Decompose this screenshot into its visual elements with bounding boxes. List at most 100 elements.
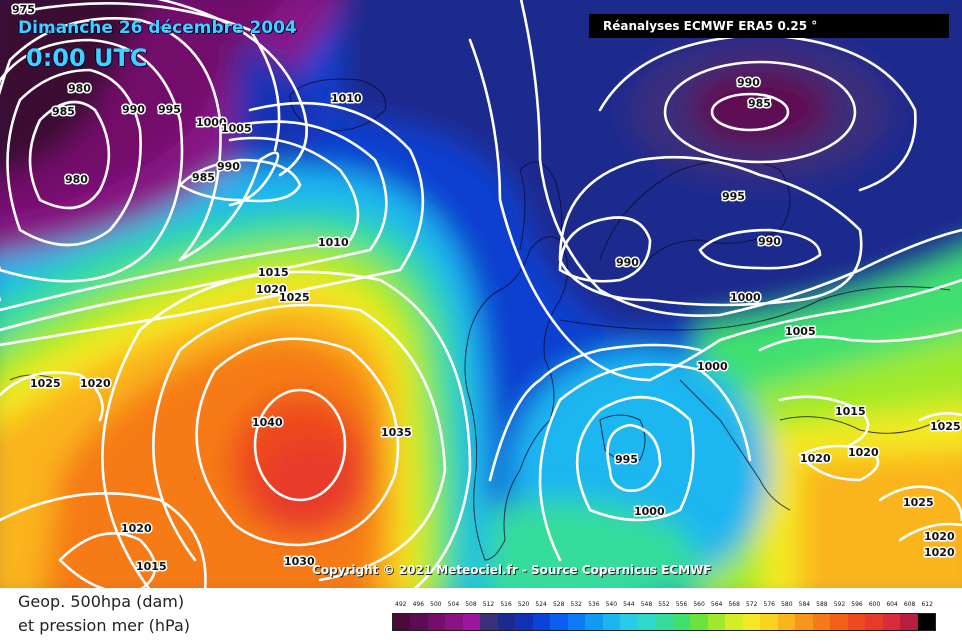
isobar-labels: 975 980 985 990 995 1000 1005 990 985 98… [11,2,962,575]
scale-tick-label: 596 [851,601,863,608]
isobar-label: 1010 [331,92,362,105]
isobar-label: 1015 [835,405,866,418]
scale-swatch [410,614,428,630]
scale-swatch [847,614,866,630]
scale-swatch [620,614,638,630]
source-banner: Réanalyses ECMWF ERA5 0.25 ° [589,14,949,38]
isobar-label: 990 [122,103,145,116]
isobar-label: 990 [616,256,639,269]
scale-tick-label: 588 [816,601,828,608]
scale-swatch [672,614,691,630]
isobar-label: 1025 [903,496,934,509]
isobar-label: 1020 [924,546,955,559]
scale-swatch [550,614,568,630]
scale-swatch [777,614,796,630]
isobar-label: 1000 [634,505,665,518]
scale-swatch [480,614,498,630]
scale-tick-label: 584 [798,601,811,608]
scale-swatch [462,614,481,630]
scale-swatch [532,614,551,630]
isobar-label: 990 [217,160,240,173]
isobar-label: 1015 [258,266,289,279]
scale-swatch [497,614,516,630]
scale-swatch [445,614,463,630]
scale-tick-label: 512 [482,601,495,608]
isobar-label: 1020 [121,522,152,535]
scale-swatch [655,614,673,630]
scale-tick-label: 496 [412,601,425,608]
isobar-label: 980 [68,82,91,95]
scale-swatch [427,614,446,630]
scale-tick-label: 572 [745,601,758,608]
scale-swatch [742,614,761,630]
isobar-label: 1005 [785,325,816,338]
scale-tick-label: 536 [588,601,600,608]
isobar-label: 1020 [256,283,287,296]
isobar-label: 1025 [930,420,961,433]
scale-swatch [760,614,778,630]
isobar-label: 1000 [697,360,728,373]
isobar-label: 1015 [136,560,167,573]
scale-swatch [585,614,603,630]
scale-tick-label: 548 [640,601,653,608]
scale-tick-label: 604 [886,601,898,608]
isobar-label: 1000 [196,116,227,129]
scale-swatch [393,614,411,630]
scale-swatch [637,614,656,630]
scale-tick-label: 500 [430,601,442,608]
scale-swatch [830,614,848,630]
copyright-notice: Copyright © 2021 Meteociel.fr - Source C… [312,563,712,577]
scale-tick-label: 556 [675,601,688,608]
scale-swatch [707,614,726,630]
scale-tick-label: 560 [693,601,705,608]
isobar-label: 1020 [80,377,111,390]
color-scale-bar [392,613,936,631]
isobar-label: 985 [192,171,215,184]
weather-map: 975 980 985 990 995 1000 1005 990 985 98… [0,0,962,588]
map-date-title: Dimanche 26 décembre 2004 [18,18,297,38]
scale-swatch [515,614,533,630]
scale-tick-label: 600 [868,601,881,608]
scale-swatch [917,614,936,630]
scale-tick-label: 544 [623,601,635,608]
scale-tick-label: 564 [710,601,723,608]
scale-swatch [865,614,883,630]
scale-tick-label: 508 [465,601,477,608]
isobar-label: 1020 [848,446,879,459]
scale-swatch [725,614,743,630]
isobar-label: 990 [737,76,760,89]
isobar-label: 1000 [730,291,761,304]
scale-tick-label: 608 [903,601,916,608]
scale-tick-label: 528 [552,601,565,608]
scale-tick-label: 568 [728,601,740,608]
geopotential-map-canvas: 975 980 985 990 995 1000 1005 990 985 98… [0,0,962,588]
scale-tick-label: 540 [605,601,618,608]
isobar-label: 1020 [924,530,955,543]
isobar-label: 1020 [800,452,831,465]
isobar-label: 995 [158,103,181,116]
isobar-label: 985 [748,97,771,110]
isobar-label: 1030 [284,555,315,568]
scale-tick-label: 580 [781,601,793,608]
isobar-label: 990 [758,235,781,248]
color-scale-labels: 492 496 500 504 508 512 516 520 524 528 532 536 540 5… [392,601,936,611]
isobar-label: 975 [12,3,35,16]
scale-tick-label: 492 [395,601,407,608]
scale-tick-label: 576 [763,601,775,608]
legend-panel: Geop. 500hpa (dam) et pression mer (hPa)… [0,588,962,644]
legend-title-geopotential: Geop. 500hpa (dam) [18,592,185,611]
legend-title-pressure: et pression mer (hPa) [18,616,191,635]
isobar-label: 1010 [318,236,349,249]
scale-swatch [900,614,918,630]
isobar-label: 995 [615,453,638,466]
isobar-label: 980 [65,173,88,186]
isobars [0,0,962,588]
map-time-title: 0:00 UTC [26,44,148,72]
isobar-label: 1040 [252,416,283,429]
scale-swatch [567,614,586,630]
scale-tick-label: 532 [570,601,582,608]
scale-swatch [602,614,621,630]
scale-tick-label: 552 [658,601,670,608]
scale-tick-label: 592 [833,601,846,608]
scale-tick-label: 504 [447,601,460,608]
